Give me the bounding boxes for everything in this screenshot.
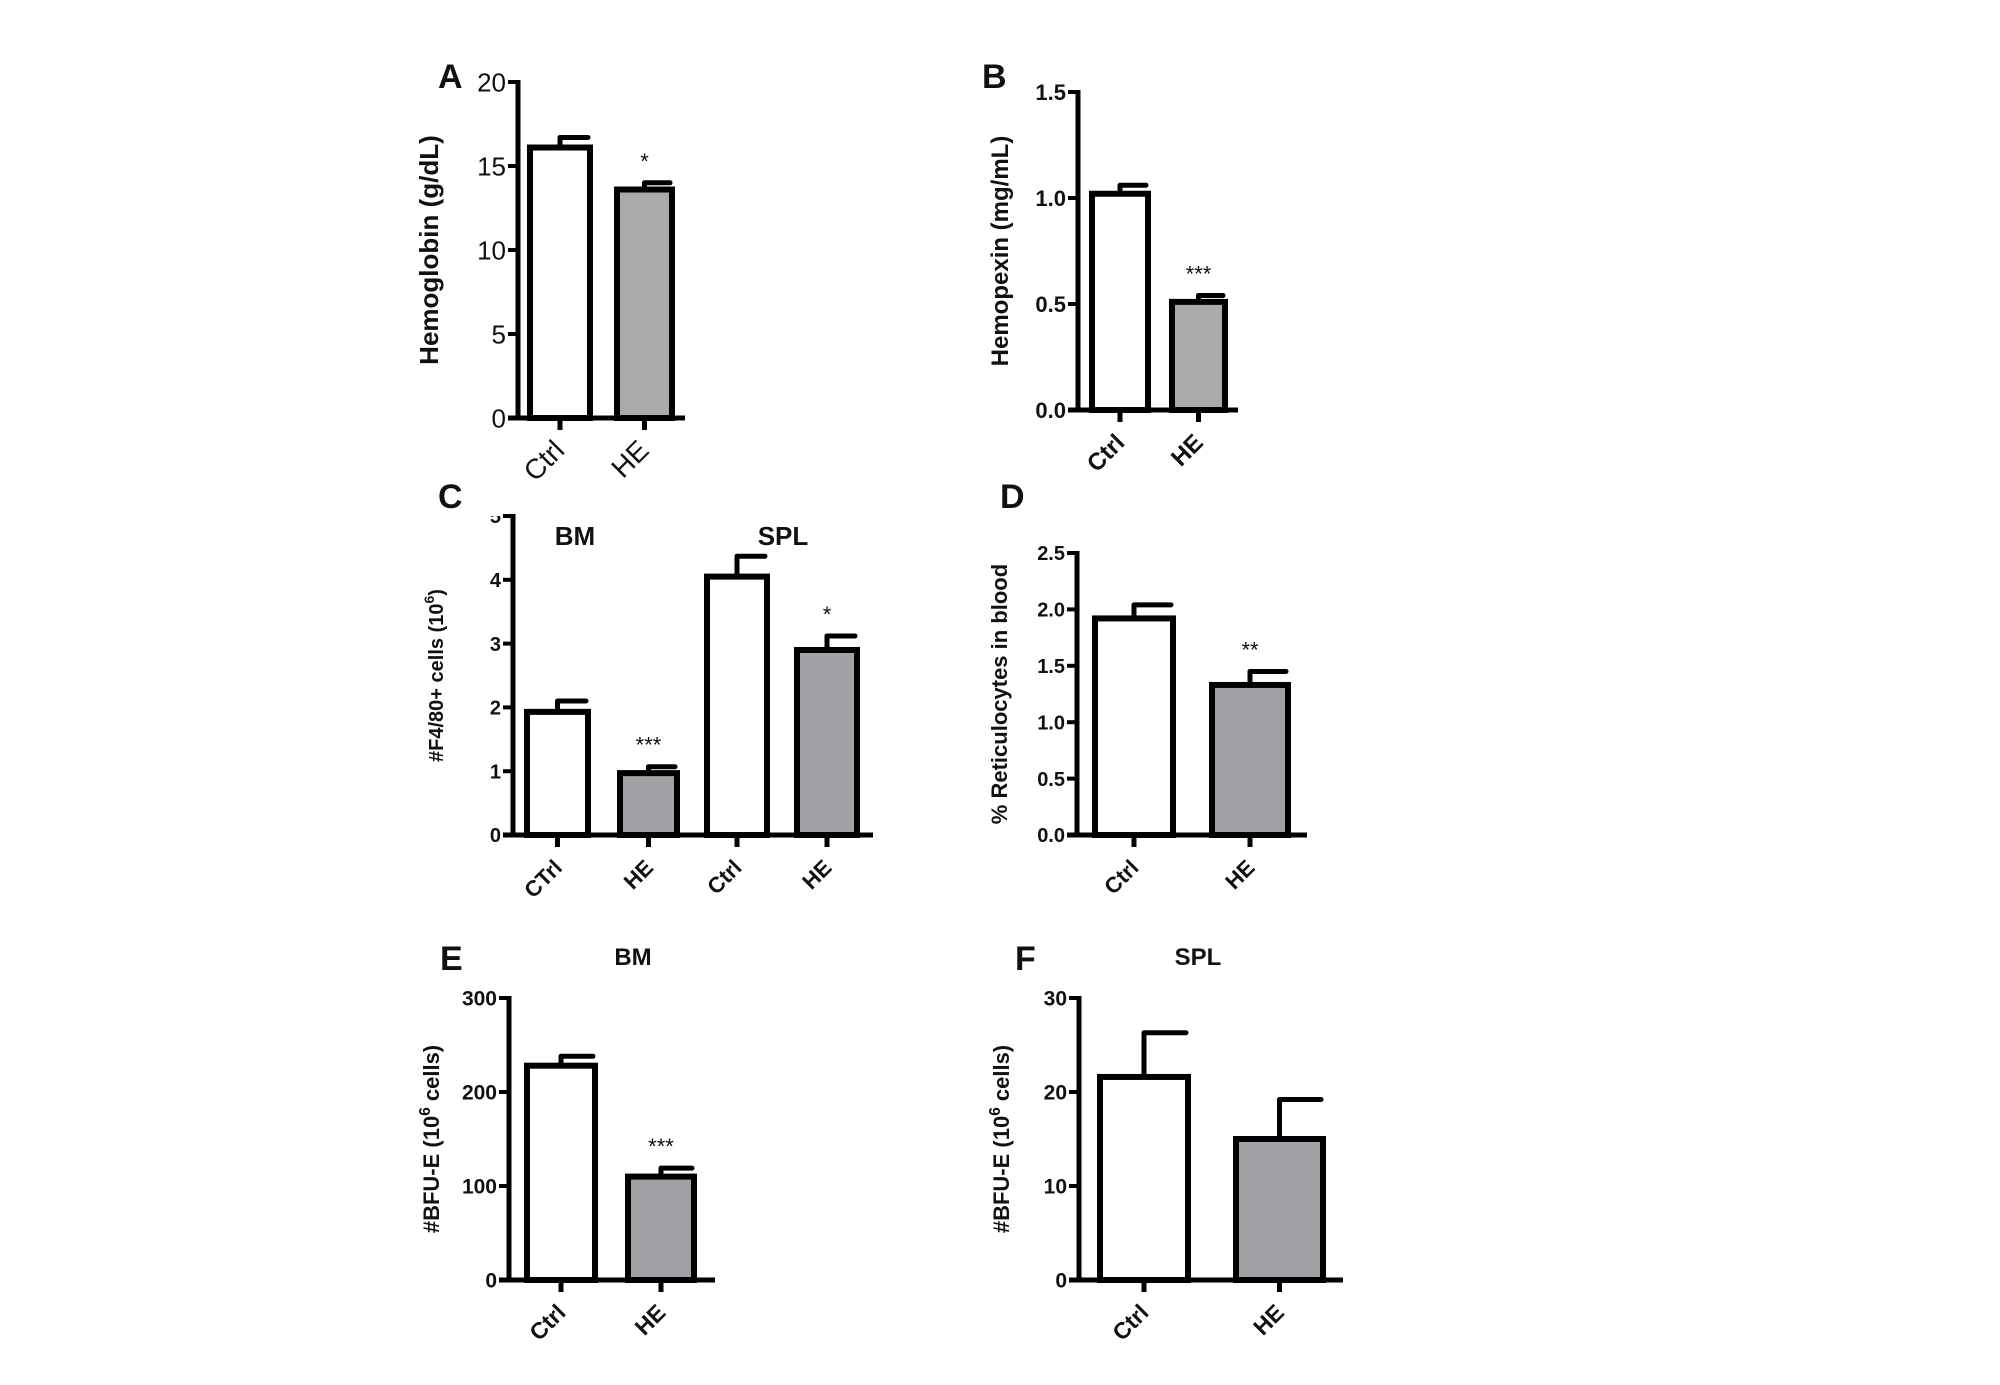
y-tick-label: 1.5 [1035,80,1066,105]
bar-ctrl [1092,615,1176,839]
significance-marker: *** [636,733,662,758]
panel-label: B [982,58,1007,96]
y-tick-label: 0 [485,1270,497,1293]
y-tick-label: 1.0 [1037,712,1065,734]
panel-F: F SPL Ctrl HE 0 10 20 30 #BFU-E (106 cells) [987,940,1343,1346]
bar-ctrl [524,708,591,839]
y-tick-label: 0.5 [1037,769,1065,791]
panel-title: SPL [1175,944,1222,971]
significance-marker: *** [1186,262,1212,287]
panel-label: E [440,940,463,978]
x-tick-label: Ctrl [524,1299,570,1345]
y-tick-label: 20 [477,67,506,97]
y-axis-label: Hemoglobin (g/dL) [414,135,444,365]
x-tick-label: Ctrl [1107,1299,1153,1345]
y-axis-label: #F4/80+ cells (106) [421,589,448,762]
bar-ctrl [524,1062,598,1284]
bar-he [1209,681,1291,839]
panel-label: A [438,58,463,96]
y-axis-label: #BFU-E (106 cells) [417,1045,444,1233]
y-tick-label: 3 [490,634,501,656]
panel-E: E BM Ctrl *** HE 0 100 200 300 #BFU-E (106 cells) [417,940,715,1346]
x-tick-label: CTrl [519,855,567,903]
y-tick-label: 4 [490,570,502,592]
y-tick-label: 15 [477,151,506,181]
y-tick-label: 2.5 [1037,543,1065,565]
y-tick-label: 1.5 [1037,656,1065,678]
significance-marker: * [823,602,832,627]
y-axis-label: Hemopexin (mg/mL) [987,136,1014,367]
y-axis-label: #BFU-E (106 cells) [987,1045,1014,1233]
x-tick-label: HE [605,434,654,483]
significance-marker: * [640,149,649,174]
x-tick-label: Ctrl [518,434,571,487]
bar-ctrl [704,573,770,838]
panel-D: D Ctrl ** HE 0.0 0.5 1.0 1.5 2.0 2.5 % Reticulocyt… [987,478,1307,899]
significance-marker: ** [1241,637,1259,662]
y-tick-label: 0 [492,403,506,433]
bar-ctrl [1097,1073,1191,1283]
panel-A: A Ctrl * HE 0 5 10 15 20 Hemoglobin (g/dL) [414,58,685,487]
y-tick-label: 20 [1044,1082,1067,1105]
x-tick-label: Ctrl [1099,855,1143,899]
x-tick-label: HE [1248,1299,1289,1340]
y-tick-label: 0 [490,825,501,847]
panel-B: B Ctrl *** HE 0.0 0.5 1.0 1.5 Hemopexin (mg/mL) [982,58,1238,477]
y-tick-label: 1 [490,761,501,783]
x-tick-label: Ctrl [702,855,746,899]
panel-label: C [438,478,463,516]
y-tick-label: 1.0 [1035,186,1066,211]
x-tick-label: HE [1220,855,1259,894]
y-tick-label: 5 [492,319,506,349]
y-tick-label: 300 [462,988,497,1011]
bar-ctrl [527,144,593,422]
y-axis-label: % Reticulocytes in blood [987,564,1012,824]
y-tick-label: 0.0 [1035,398,1066,423]
y-tick-label: 5 [490,506,501,528]
y-tick-label: 2.0 [1037,600,1065,622]
y-tick-label: 200 [462,1082,497,1105]
bar-he [1233,1136,1326,1283]
y-tick-label: 30 [1044,988,1067,1011]
y-tick-label: 0.5 [1035,292,1066,317]
y-tick-label: 2 [490,698,501,720]
x-tick-label: HE [797,855,836,894]
x-tick-label: HE [630,1299,671,1340]
bar-he [794,646,860,838]
group-label: SPL [758,521,809,551]
x-tick-label: Ctrl [1082,429,1130,477]
panel-label: D [1000,478,1025,516]
panel-title: BM [614,944,651,971]
panel-label: F [1015,940,1036,978]
x-tick-label: HE [619,855,658,894]
bar-he [614,186,675,421]
y-tick-label: 10 [1044,1176,1067,1199]
x-tick-label: HE [1166,429,1209,472]
y-tick-label: 0 [1055,1270,1067,1293]
y-tick-label: 100 [462,1176,497,1199]
bar-ctrl [1089,190,1151,413]
group-label: BM [555,521,595,551]
bar-he [625,1173,697,1283]
significance-marker: *** [648,1134,674,1159]
bar-he [1169,298,1228,414]
y-tick-label: 10 [477,235,506,265]
bar-he [617,770,680,839]
y-tick-label: 0.0 [1037,825,1065,847]
panel-C: C BM SPL CTrl *** HE Ctrl * HE 0 1 2 3 4 5 #F4/80+ cell… [421,478,873,903]
